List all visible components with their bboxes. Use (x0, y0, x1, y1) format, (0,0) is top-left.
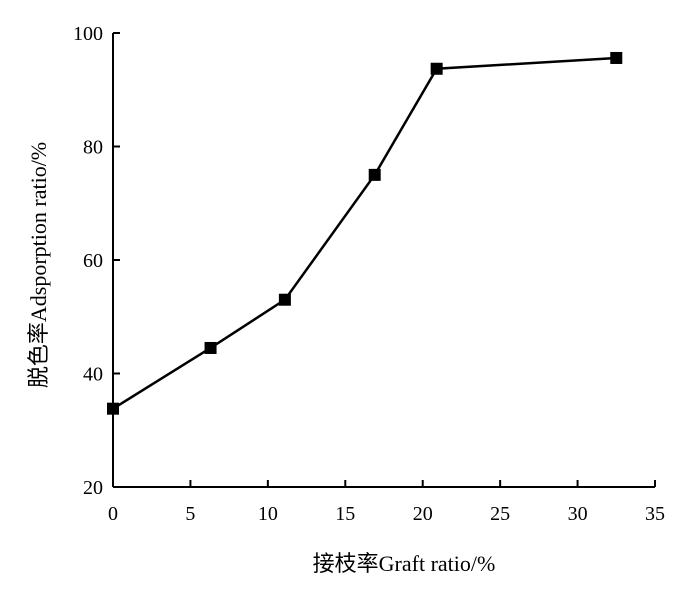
x-tick-label: 15 (335, 503, 355, 525)
series-layer (107, 51, 623, 415)
y-axis-title: 脱色率Adsporption ratio/% (26, 142, 51, 388)
y-tick-label: 100 (73, 23, 103, 45)
y-tick-label: 40 (83, 364, 103, 386)
data-point (278, 293, 291, 306)
data-point (430, 62, 443, 75)
y-tick-label: 60 (83, 250, 103, 272)
data-point (107, 402, 119, 415)
y-tick-label: 20 (83, 477, 103, 499)
x-tick-label: 10 (258, 503, 278, 525)
data-point (368, 168, 381, 181)
data-point (610, 51, 623, 64)
x-tick-label: 20 (413, 503, 433, 525)
x-tick-label: 5 (185, 503, 195, 525)
x-tick-label: 25 (490, 503, 510, 525)
y-tick-label: 80 (83, 137, 103, 159)
ticks: 20 40 60 80 100 0 5 10 15 20 25 30 35 (73, 23, 665, 525)
data-point (204, 341, 217, 354)
x-tick-label: 0 (108, 503, 118, 525)
x-axis-title: 接枝率Graft ratio/% (313, 551, 496, 576)
x-tick-label: 30 (568, 503, 588, 525)
series-line (112, 56, 617, 410)
axes (112, 33, 655, 488)
x-tick-label: 35 (645, 503, 665, 525)
